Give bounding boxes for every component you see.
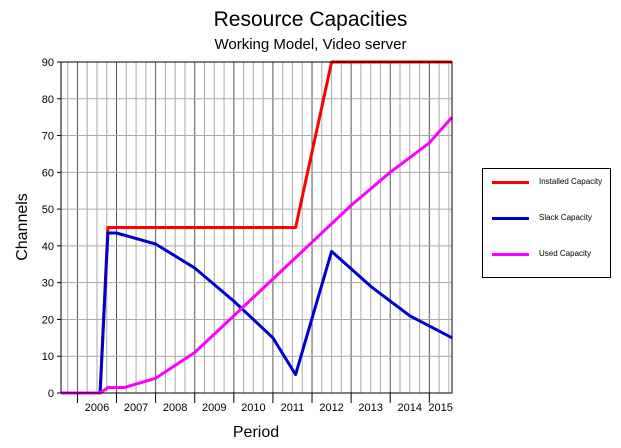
series-line-slack-capacity [61,231,453,395]
legend-swatch [492,181,529,184]
legend: Installed Capacity Slack Capacity Used Cap… [482,168,611,278]
series-line-used-capacity [61,116,454,395]
y-tick-label: 80 [42,94,54,106]
chart-title: Resource Capacities [213,8,408,31]
legend-swatch [492,253,529,256]
x-tick-label: 2006 [85,402,109,414]
x-tick-label: 2009 [202,402,226,414]
legend-label: Slack Capacity [539,213,592,222]
y-tick-label: 90 [42,57,54,69]
plot-frame [60,61,453,394]
y-tick-label: 50 [42,204,54,216]
chart-subtitle: Working Model, Video server [214,36,407,53]
series-line-installed-capacity [61,60,452,395]
x-tick-label: 2014 [398,402,422,414]
x-tick-label: 2012 [319,402,343,414]
legend-swatch [492,217,529,220]
x-tick-label: 2007 [124,402,148,414]
legend-item-installed-capacity: Installed Capacity [483,177,610,207]
x-tick-label: 2013 [358,402,382,414]
y-tick-label: 40 [42,241,54,253]
legend-label: Used Capacity [539,249,592,258]
x-tick-label: 2008 [163,402,187,414]
x-tick-label: 2010 [241,402,265,414]
legend-label: Installed Capacity [539,177,603,186]
series-layer [61,60,454,395]
y-tick-label: 60 [42,167,54,179]
y-tick-label: 30 [42,278,54,290]
y-tick-label: 70 [42,131,54,143]
y-tick-label: 10 [42,351,54,363]
x-tick-label: 2015 [428,402,452,414]
legend-item-slack-capacity: Slack Capacity [483,213,610,243]
legend-item-used-capacity: Used Capacity [483,249,610,279]
x-tick-label: 2011 [281,402,305,414]
y-axis: 0 10 20 30 40 50 60 70 80 90 [42,57,61,400]
x-axis-label: Period [233,424,279,441]
y-tick-label: 20 [42,314,54,326]
y-axis-label: Channels [14,193,31,261]
x-axis: 2006 2007 2008 2009 2010 2011 2012 2013 2014 2015 [76,393,453,414]
y-tick-label: 0 [48,388,54,400]
